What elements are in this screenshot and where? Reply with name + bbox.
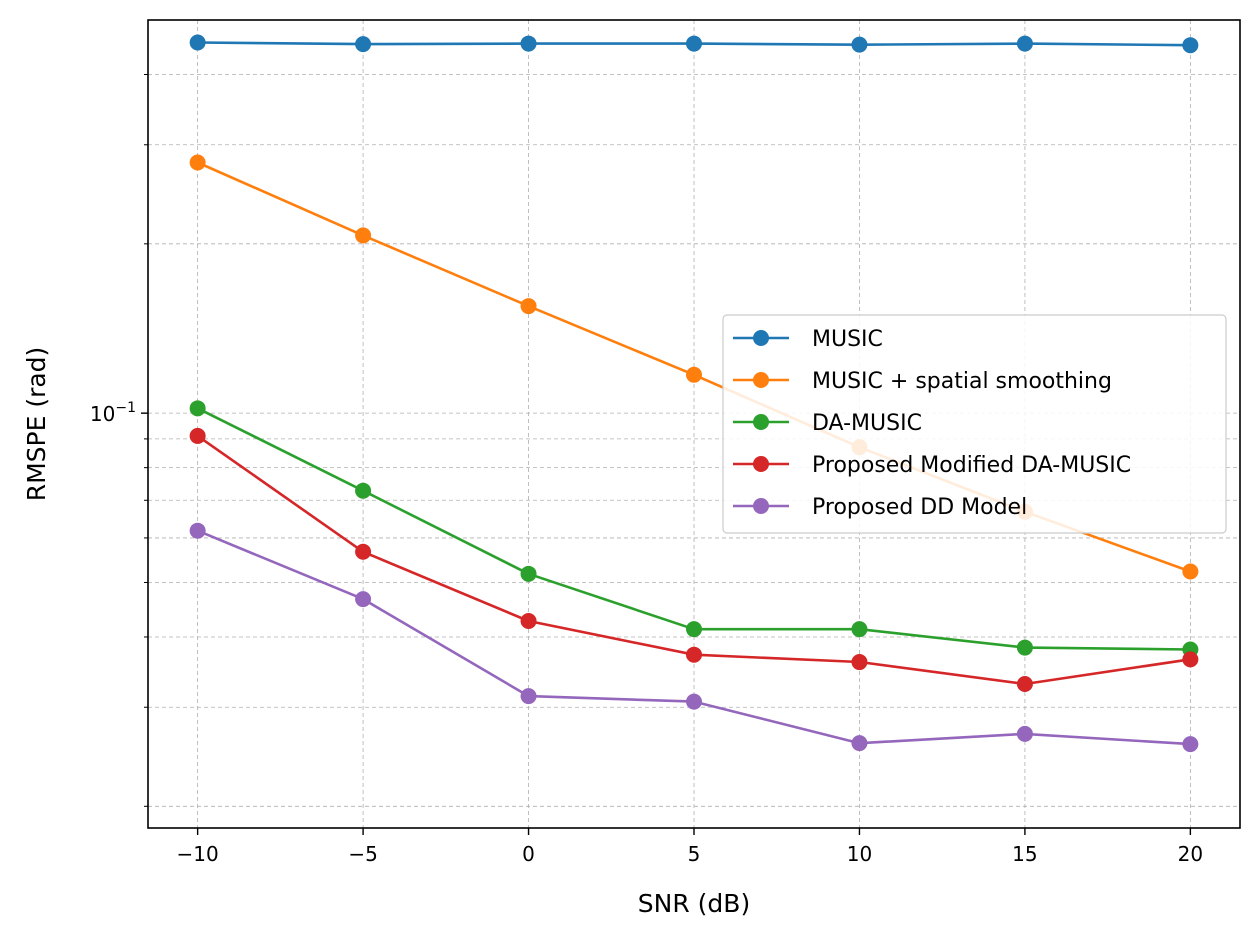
svg-text:10−1: 10−1 [90,400,136,426]
data-point [1182,37,1199,54]
legend-label: Proposed DD Model [812,495,1027,520]
data-point [686,693,702,710]
series-proposed-dd-model [189,522,1199,753]
x-tick-label: −5 [348,842,377,866]
y-tick-base: 10 [90,402,115,426]
data-point [1016,725,1033,742]
data-point [1182,651,1199,668]
data-point [686,621,702,638]
x-tick-label: 10 [847,842,872,866]
data-point [1016,35,1033,52]
data-point [1182,563,1199,580]
legend-marker [753,456,769,472]
data-point [851,654,868,671]
series-da-music [189,400,1199,658]
data-point [355,591,372,608]
data-point [189,400,206,417]
legend-label: MUSIC + spatial smoothing [812,369,1112,394]
legend-label: Proposed Modified DA-MUSIC [812,453,1131,478]
x-axis-label: SNR (dB) [638,889,750,918]
legend: MUSIC MUSIC + spatial smoothing DA-MUSIC Pr… [722,314,1227,534]
data-point [1182,736,1199,753]
axis-ticks: −10 −5 0 5 10 15 20 [141,74,1203,866]
data-point [520,688,537,705]
y-tick-exponent: −1 [115,400,136,416]
legend-label: DA-MUSIC [812,411,922,436]
data-point [520,35,537,52]
legend-box [722,314,1227,534]
legend-label: MUSIC [812,327,883,352]
legend-marker [753,414,769,430]
data-point [520,298,537,315]
legend-item: DA-MUSIC [733,411,922,436]
x-tick-label: 5 [688,842,701,866]
data-point [686,35,702,52]
legend-item: MUSIC + spatial smoothing [733,369,1112,394]
data-point [851,735,868,752]
data-point [189,34,206,51]
legend-item: Proposed DD Model [733,495,1027,520]
data-point [1016,639,1033,656]
data-point [686,366,702,383]
data-point [189,154,206,171]
data-point [355,227,372,244]
series-proposed-modified-da-music [189,427,1199,692]
legend-marker [753,330,769,346]
y-axis-label: RMSPE (rad) [22,347,51,502]
legend-item: MUSIC [733,327,883,352]
series-music [189,34,1199,54]
data-point [520,613,537,630]
x-tick-label: 0 [522,842,535,866]
legend-marker [753,498,769,514]
data-point [189,522,206,539]
y-tick-label-10-power: 10−1 [90,400,136,426]
x-tick-label: 20 [1178,842,1203,866]
data-point [1016,675,1033,692]
data-point [851,621,868,638]
x-tick-label: −10 [177,842,219,866]
data-point [355,36,372,53]
data-point [355,482,372,499]
legend-item: Proposed Modified DA-MUSIC [733,453,1131,478]
legend-marker [753,372,769,388]
data-point [189,427,206,444]
data-point [686,646,702,663]
data-point [520,565,537,582]
series-layer [189,34,1199,753]
data-point [851,36,868,53]
x-tick-label: 15 [1012,842,1037,866]
data-point [355,543,372,560]
